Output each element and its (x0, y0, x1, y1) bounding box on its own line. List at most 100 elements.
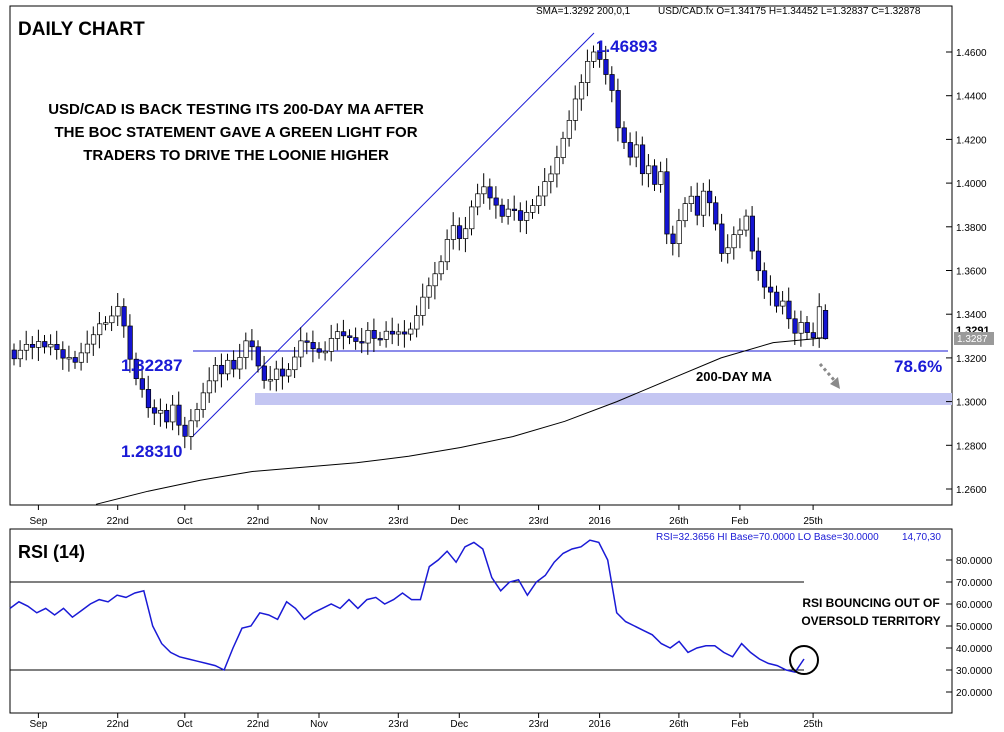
candle (298, 327, 304, 368)
candle (377, 331, 383, 346)
candle (560, 131, 566, 165)
candlestick-series (11, 41, 829, 450)
candle (176, 391, 182, 436)
candle (481, 173, 487, 204)
candle (72, 350, 78, 369)
candle (219, 353, 225, 388)
candle (310, 330, 316, 363)
price-tick-label: 1.3600 (956, 267, 987, 278)
candle (78, 342, 84, 371)
x-tick-label: 2016 (588, 516, 611, 527)
candle (798, 310, 804, 347)
header-ohlc: USD/CAD.fx O=1.34175 H=1.34452 L=1.32837… (658, 6, 921, 17)
candle (164, 403, 170, 429)
rsi-header-params: 14,70,30 (902, 532, 941, 543)
candle (109, 305, 115, 332)
rsi-x-tick-label: Oct (177, 719, 193, 730)
x-tick-label: Oct (177, 516, 193, 527)
candle (780, 291, 786, 315)
candle (475, 183, 481, 216)
candle (170, 395, 176, 431)
candle (725, 234, 731, 264)
candle (822, 304, 829, 340)
candle (749, 206, 755, 260)
trendline (191, 32, 595, 438)
candle (139, 368, 145, 398)
candle (103, 316, 109, 331)
candle (755, 237, 762, 281)
candle (17, 340, 23, 368)
candle (646, 154, 652, 188)
candle (322, 341, 328, 361)
commentary-line-2: THE BOC STATEMENT GAVE A GREEN LIGHT FOR (54, 124, 417, 141)
x-tick-label: 26th (669, 516, 688, 527)
price-tick-label: 1.3800 (956, 223, 987, 234)
x-tick-label: Dec (450, 516, 468, 527)
candle (524, 200, 530, 235)
x-tick-label: 23rd (529, 516, 549, 527)
rsi-tick-label: 80.0000 (956, 556, 993, 567)
candle (810, 322, 816, 347)
rsi-tick-label: 70.0000 (956, 578, 993, 589)
candle (66, 345, 72, 372)
candle (54, 330, 60, 360)
candle (597, 41, 603, 68)
candle (639, 136, 646, 186)
price-tick-label: 1.2800 (956, 441, 987, 452)
x-tick-label: Feb (731, 516, 749, 527)
candle (585, 49, 591, 97)
candle (408, 322, 414, 341)
candle (286, 363, 292, 383)
candle (487, 178, 493, 210)
candle (548, 165, 554, 194)
rsi-title: RSI (14) (18, 542, 85, 562)
rsi-panel (9, 528, 953, 714)
candle (151, 399, 158, 425)
candle (786, 287, 792, 329)
candle (426, 277, 432, 309)
candle (243, 332, 249, 370)
candle (84, 330, 91, 363)
rsi-tick-label: 60.0000 (956, 600, 993, 611)
rsi-x-tick-label: 2016 (588, 719, 611, 730)
fibonacci-zone-band (255, 393, 952, 405)
candle (432, 261, 438, 300)
candle (365, 322, 371, 355)
candle (700, 182, 707, 228)
candle (493, 186, 499, 219)
commentary-line-3: TRADERS TO DRIVE THE LOONIE HIGHER (83, 147, 389, 164)
candle (456, 217, 463, 251)
candle (389, 317, 396, 345)
candle (572, 85, 579, 131)
candle (145, 375, 152, 418)
price-panel (9, 5, 953, 506)
candle (90, 326, 97, 356)
candle (48, 334, 54, 356)
rsi-x-tick-label: Sep (30, 719, 48, 730)
candle (463, 216, 469, 253)
x-tick-label: Nov (310, 516, 328, 527)
candle (499, 198, 505, 223)
candle (255, 340, 261, 373)
x-tick-label: 25th (803, 516, 822, 527)
candle (609, 66, 615, 103)
rsi-x-tick-label: Dec (450, 719, 468, 730)
price-tick-label: 1.2600 (956, 485, 987, 496)
candle (414, 305, 420, 338)
candle (42, 334, 48, 354)
price-tick-label: 1.4600 (956, 48, 987, 59)
price-axis: 1.4600 1.4400 1.4200 1.4000 1.3800 1.3600 1.34… (946, 48, 987, 496)
circle-highlight-icon (789, 645, 819, 675)
candle (804, 315, 810, 340)
chart-title: DAILY CHART (18, 19, 145, 40)
rsi-axis: 80.0000 70.0000 60.0000 50.0000 40.0000 30.00… (946, 556, 993, 699)
high-price-label: 1.46893 (596, 37, 657, 56)
close-price-tag-box (954, 332, 994, 345)
candle (328, 324, 335, 362)
candle (194, 402, 200, 428)
price-tick-label: 1.3400 (956, 310, 987, 321)
rsi-x-tick-label: 22nd (247, 719, 269, 730)
candle (200, 382, 206, 418)
candle (554, 145, 560, 188)
candle (505, 199, 511, 225)
